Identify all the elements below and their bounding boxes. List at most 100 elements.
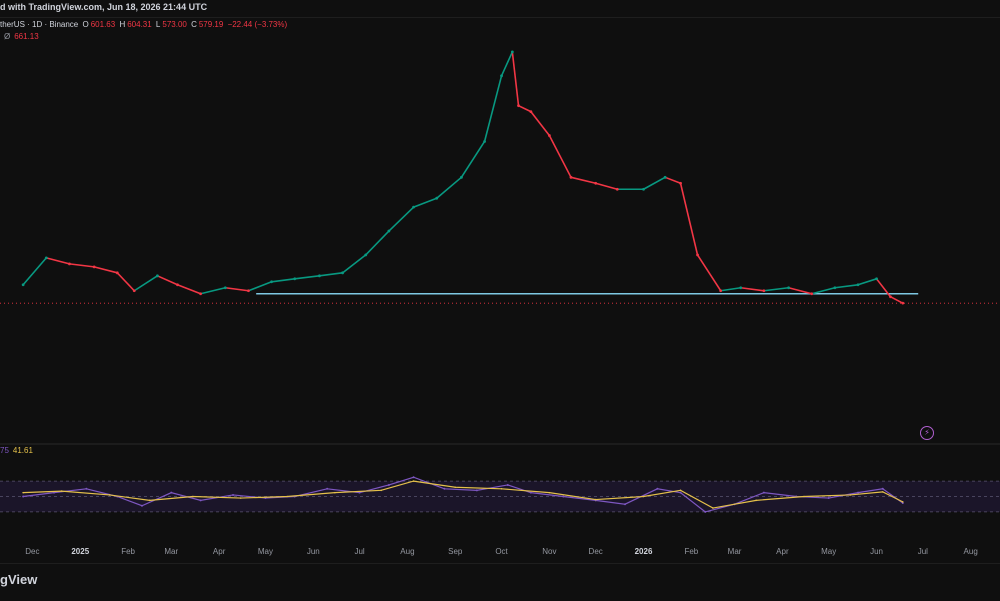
price-segment-36	[763, 286, 789, 292]
rsi-ma-point-10	[454, 486, 457, 489]
rsi-point-10	[326, 487, 329, 490]
price-point-35	[762, 289, 766, 293]
price-point-9	[223, 286, 227, 290]
price-point-34	[739, 286, 743, 290]
price-point-17	[412, 205, 415, 209]
rsi-point-12	[387, 483, 390, 486]
price-segment-16	[365, 230, 390, 256]
price-segment-9	[200, 286, 226, 295]
price-segment-31	[664, 176, 681, 185]
rsi-point-20	[624, 503, 626, 506]
price-point-40	[875, 277, 878, 281]
rsi-point-17	[529, 491, 532, 494]
price-point-21	[500, 74, 503, 78]
price-point-1	[44, 256, 48, 260]
price-segment-37	[788, 286, 812, 295]
rsi-ma-point-20	[881, 491, 884, 493]
rsi-legend: 75 41.61	[0, 446, 33, 455]
price-point-29	[642, 187, 645, 191]
price-segment-27	[570, 176, 596, 185]
x-tick-label-12: Dec	[589, 547, 603, 556]
price-segment-33	[696, 254, 722, 292]
rsi-ma-point-0	[22, 491, 24, 494]
x-tick-label-13: 2026	[635, 547, 653, 556]
price-segment-42	[890, 296, 904, 304]
x-tick-label-15: Mar	[728, 547, 742, 556]
rsi-value: 75	[0, 446, 9, 455]
x-tick-label-1: 2025	[71, 547, 89, 556]
price-segment-10	[225, 286, 249, 292]
price-segment-41	[875, 278, 892, 298]
price-segment-14	[319, 272, 343, 277]
price-point-14	[341, 271, 344, 275]
price-point-41	[889, 295, 892, 299]
price-point-28	[615, 187, 619, 191]
x-tick-label-3: Mar	[164, 547, 178, 556]
close-value: 579.19	[198, 20, 224, 29]
x-tick-label-19: Jul	[918, 547, 928, 556]
rsi-point-15	[475, 489, 478, 492]
price-segment-12	[271, 278, 295, 283]
rsi-ma-point-17	[755, 499, 757, 502]
x-tick-label-20: Aug	[964, 547, 978, 556]
price-point-23	[517, 104, 520, 108]
price-point-10	[247, 289, 250, 293]
indicator-value: 661.13	[14, 32, 39, 41]
rsi-ma-point-16	[712, 507, 714, 509]
rsi-point-23	[704, 510, 707, 513]
price-segment-25	[530, 111, 551, 137]
price-segment-32	[679, 183, 699, 256]
price-point-42	[901, 301, 905, 305]
price-segment-40	[857, 278, 877, 286]
low-label: L	[155, 20, 161, 29]
rsi-ma-point-3	[148, 499, 151, 502]
indicator-symbol: Ø	[4, 32, 11, 41]
x-tick-label-5: May	[258, 547, 273, 556]
price-point-2	[68, 262, 71, 266]
rsi-point-21	[656, 487, 659, 490]
rsi-ma-point-14	[642, 495, 645, 498]
high-value: 604.31	[127, 20, 152, 29]
price-point-4	[115, 271, 119, 275]
open-label: O	[82, 20, 89, 29]
x-tick-label-9: Sep	[448, 547, 463, 556]
price-point-31	[679, 181, 682, 185]
price-segment-5	[116, 272, 135, 292]
price-segment-23	[511, 51, 520, 106]
price-segment-39	[834, 283, 859, 289]
open-value: 601.63	[90, 20, 116, 29]
price-segment-19	[436, 176, 462, 199]
price-point-25	[547, 134, 551, 137]
rsi-ma-point-4	[192, 495, 194, 498]
price-segment-3	[69, 263, 95, 268]
rsi-ma-point-2	[108, 494, 111, 496]
rsi-ma-point-15	[679, 489, 682, 492]
price-segment-18	[413, 197, 438, 208]
price-segment-8	[177, 284, 201, 295]
alert-icon[interactable]: ⚡	[920, 426, 934, 440]
rsi-point-7	[232, 493, 235, 496]
rsi-ma-point-19	[849, 494, 852, 496]
x-tick-label-10: Oct	[495, 547, 508, 556]
rsi-point-4	[140, 504, 143, 507]
change-value: −22.44 (−3.73%)	[227, 20, 288, 29]
price-segment-17	[388, 206, 415, 232]
price-point-11	[270, 280, 274, 284]
rsi-point-29	[881, 487, 884, 490]
price-point-24	[529, 110, 533, 114]
price-segment-26	[548, 135, 572, 178]
price-point-33	[719, 289, 723, 293]
price-segment-1	[22, 257, 47, 286]
symbol-label[interactable]: therUS · 1D · Binance	[0, 20, 79, 29]
price-segment-11	[248, 281, 272, 292]
price-segment-24	[518, 104, 532, 113]
price-point-6	[156, 274, 159, 278]
x-tick-label-17: May	[821, 547, 836, 556]
x-tick-label-4: Apr	[213, 547, 226, 556]
price-point-8	[199, 292, 203, 296]
price-point-30	[663, 175, 667, 179]
rsi-ma-point-1	[60, 490, 63, 492]
rsi-ma-point-5	[239, 497, 242, 499]
price-point-39	[856, 283, 860, 287]
